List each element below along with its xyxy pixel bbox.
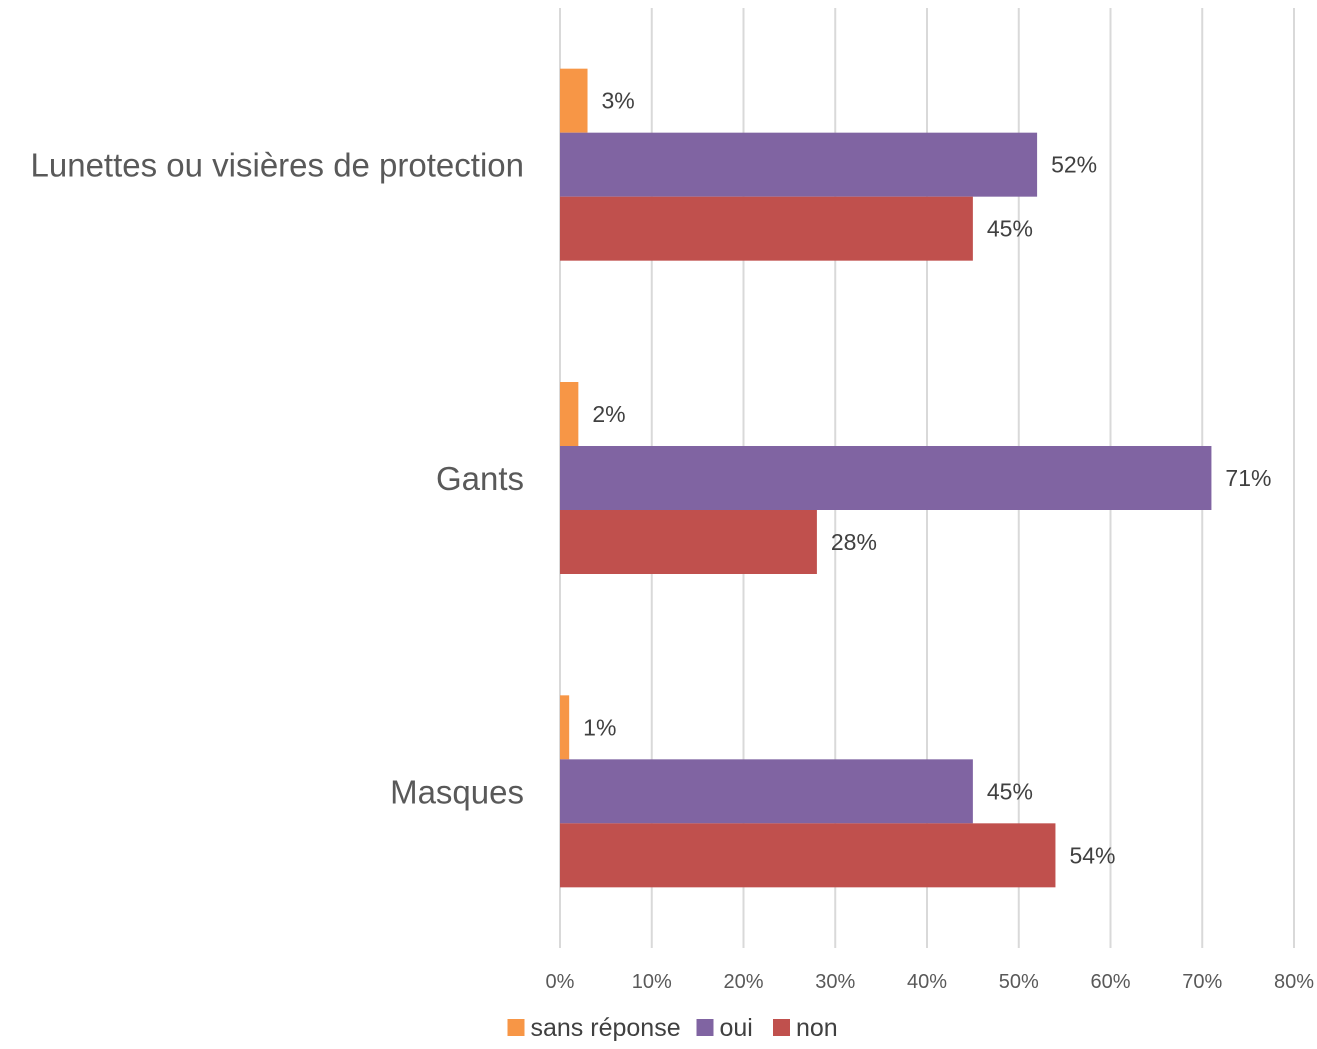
data-label: 71% [1225,465,1271,491]
bar [560,695,570,760]
legend-swatch [696,1019,714,1036]
data-label: 45% [987,216,1033,242]
legend-label: non [796,1014,838,1042]
legend-label: sans réponse [531,1014,681,1042]
x-axis-tick-labels: 0% 10% 20% 30% 40% 50% 60% 70% 80% [546,971,1315,993]
data-label: 28% [831,529,877,555]
x-tick-label: 70% [1182,971,1222,993]
bar [560,759,973,824]
x-tick-label: 60% [1090,971,1130,993]
bar [560,510,817,574]
legend-swatch [773,1019,790,1036]
data-label: 54% [1069,842,1115,868]
category-label: Masques [390,773,524,810]
data-labels: 3% 52% 45% 2% 71% 28% 1% 45% 54% [583,88,1271,869]
x-tick-label: 30% [815,971,855,993]
bar [560,446,1212,510]
data-label: 1% [583,714,616,740]
x-tick-label: 0% [546,971,575,993]
bar [560,196,973,261]
category-label: Gants [436,460,524,497]
data-label: 2% [592,401,625,427]
x-tick-label: 10% [632,971,672,993]
bar [560,823,1056,888]
data-label: 3% [602,88,635,114]
category-label: Lunettes ou visières de protection [31,147,524,184]
x-tick-label: 50% [999,971,1039,993]
legend: sans réponse oui non [507,1014,838,1042]
x-tick-label: 20% [723,971,763,993]
bars [560,68,1212,888]
bar [560,68,588,133]
data-label: 52% [1051,152,1097,178]
legend-swatch [507,1019,525,1036]
legend-label: oui [720,1014,753,1042]
category-labels: Lunettes ou visières de protection Gants M… [31,147,524,811]
x-tick-label: 80% [1274,971,1314,993]
x-tick-label: 40% [907,971,947,993]
bar [560,382,579,446]
data-label: 45% [987,778,1033,804]
bar [560,132,1038,197]
